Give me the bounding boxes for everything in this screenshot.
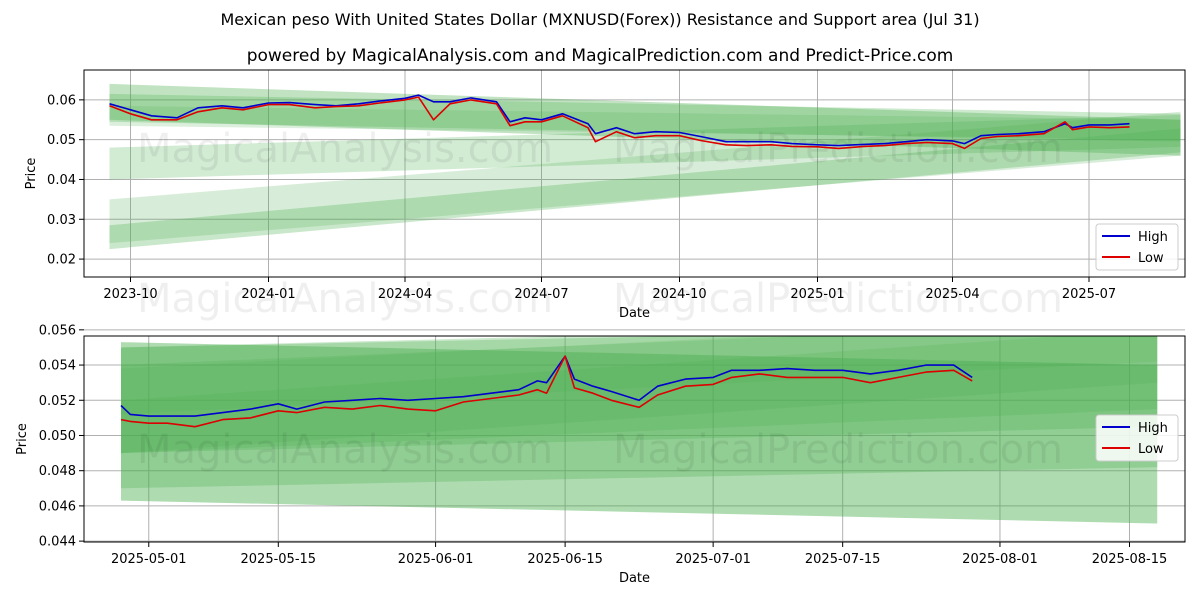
band	[121, 336, 1158, 489]
watermark-prediction: MagicalPrediction.com	[613, 427, 1063, 473]
y-axis-label: Price	[15, 423, 30, 455]
y-tick-label: 0.052	[39, 394, 76, 409]
watermark-analysis: MagicalAnalysis.com	[137, 126, 553, 172]
band	[121, 342, 1158, 524]
band	[121, 336, 1158, 454]
chart-title: Mexican peso With United States Dollar (…	[220, 10, 980, 29]
band	[121, 336, 1158, 415]
y-tick-label: 0.02	[47, 253, 76, 268]
panel-2: MagicalAnalysis.com MagicalPrediction.com…	[15, 323, 1186, 586]
y-tick-label: 0.048	[39, 464, 76, 479]
band	[109, 105, 1181, 140]
band	[121, 336, 1158, 454]
x-tick-label: 2024-10	[652, 287, 706, 302]
legend: High Low	[1095, 223, 1179, 271]
x-tick-label: 2025-07-15	[805, 552, 881, 567]
band	[109, 111, 1181, 244]
legend-label-low: Low	[1138, 442, 1164, 457]
y-tick-label: 0.056	[39, 323, 76, 338]
x-tick-label: 2025-01	[790, 287, 844, 302]
y-tick-label: 0.044	[39, 535, 76, 550]
band	[109, 93, 1181, 142]
series-line-low	[120, 355, 973, 428]
legend-label-low: Low	[1138, 251, 1164, 266]
x-tick-label: 2024-07	[514, 287, 568, 302]
y-tick-label: 0.046	[39, 499, 76, 514]
x-tick-label: 2025-04	[925, 287, 979, 302]
band	[109, 114, 1181, 180]
legend: High Low	[1095, 414, 1179, 462]
x-tick-label: 2025-05-15	[241, 552, 317, 567]
x-tick-label: 2025-07-01	[675, 552, 751, 567]
x-axis-label: Date	[619, 571, 650, 586]
plot-frame	[83, 335, 1186, 543]
series-line-high	[120, 355, 973, 417]
x-tick-label: 2025-06-01	[398, 552, 474, 567]
x-axis-label: Date	[619, 306, 650, 321]
support-resistance-bands	[121, 336, 1158, 524]
panel-1: MagicalAnalysis.com MagicalPrediction.com…	[24, 69, 1186, 322]
x-tick-label: 2023-10	[103, 287, 157, 302]
series-line-low	[109, 96, 1130, 150]
y-tick-label: 0.05	[47, 133, 76, 148]
y-tick-label: 0.03	[47, 213, 76, 228]
y-tick-label: 0.054	[39, 359, 76, 374]
y-axis-label: Price	[24, 158, 39, 190]
band	[109, 128, 1181, 250]
x-tick-label: 2024-04	[378, 287, 432, 302]
chart-subtitle: powered by MagicalAnalysis.com and Magic…	[246, 46, 954, 66]
legend-label-high: High	[1138, 421, 1168, 436]
legend-label-high: High	[1138, 230, 1168, 245]
y-tick-label: 0.06	[47, 93, 76, 108]
support-resistance-bands	[109, 83, 1181, 250]
watermark-analysis: MagicalAnalysis.com	[137, 276, 553, 322]
x-tick-label: 2025-08-01	[962, 552, 1038, 567]
series-line-high	[109, 94, 1130, 147]
band	[121, 336, 1158, 454]
x-tick-label: 2025-06-15	[527, 552, 603, 567]
x-tick-label: 2024-01	[241, 287, 295, 302]
y-tick-label: 0.050	[39, 429, 76, 444]
x-tick-label: 2025-05-01	[111, 552, 187, 567]
plot-frame	[83, 69, 1186, 278]
watermark-prediction: MagicalPrediction.com	[613, 276, 1063, 322]
watermark-analysis: MagicalAnalysis.com	[137, 427, 553, 473]
y-tick-label: 0.04	[47, 173, 76, 188]
x-tick-label: 2025-07	[1062, 287, 1116, 302]
x-tick-label: 2025-08-15	[1092, 552, 1168, 567]
